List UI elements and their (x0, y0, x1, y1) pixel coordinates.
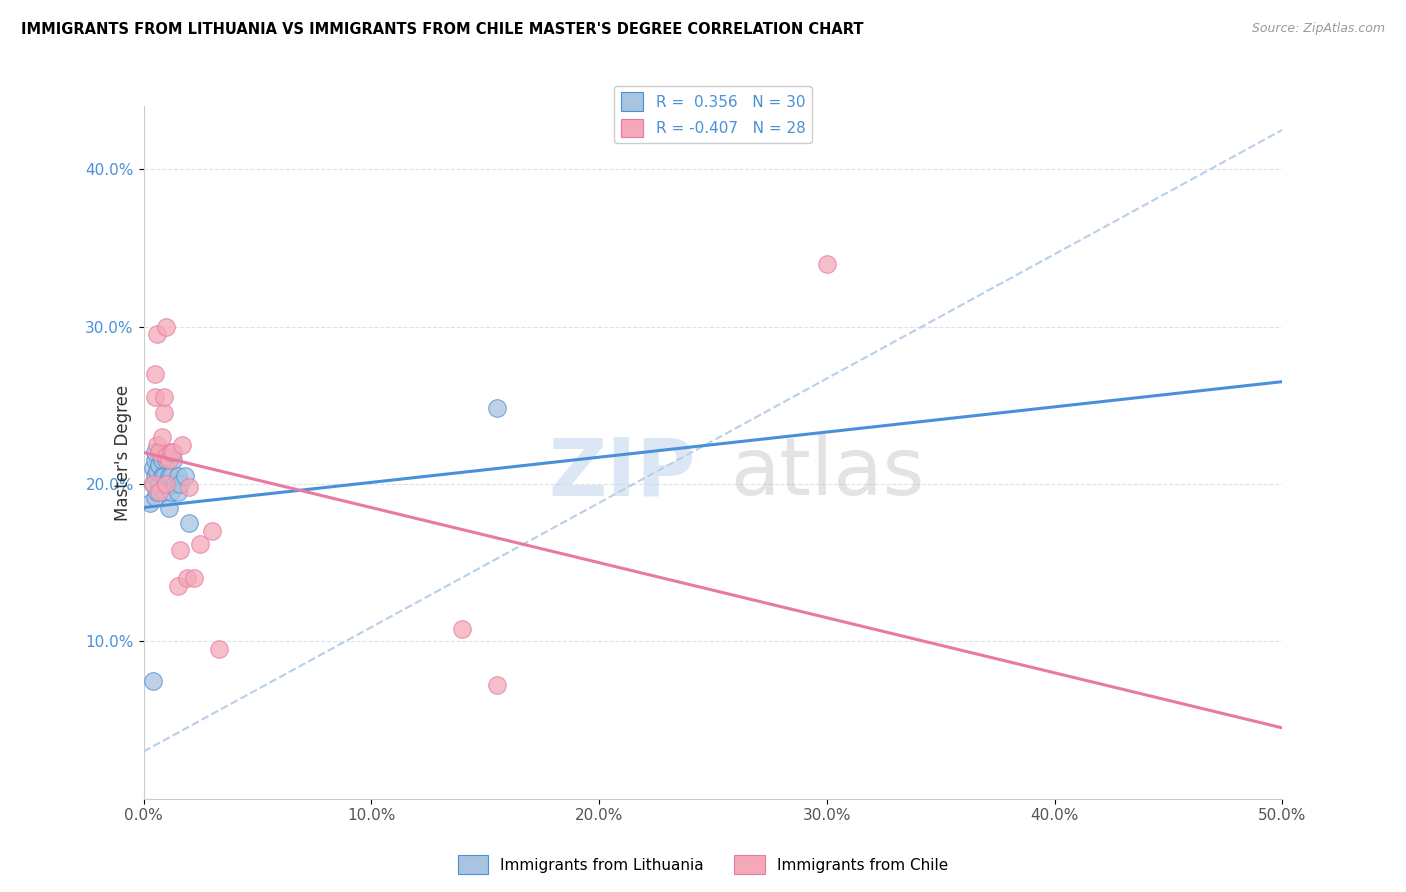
Point (162, 445, 184, 459)
Point (485, 678, 508, 692)
Text: Source: ZipAtlas.com: Source: ZipAtlas.com (1251, 22, 1385, 36)
Point (155, 449, 177, 463)
Point (173, 469, 195, 483)
Legend: R =  0.356   N = 30, R = -0.407   N = 28: R = 0.356 N = 30, R = -0.407 N = 28 (614, 87, 811, 144)
Point (148, 477, 170, 491)
Point (157, 453, 180, 467)
Point (155, 477, 177, 491)
Point (155, 453, 177, 467)
Point (153, 484, 176, 499)
Point (150, 453, 173, 467)
Point (143, 367, 166, 381)
Point (153, 391, 176, 405)
Point (183, 571, 205, 585)
Point (160, 484, 183, 499)
Point (139, 496, 162, 510)
Point (201, 524, 224, 538)
Point (153, 469, 176, 483)
Point (146, 464, 169, 478)
Point (150, 469, 173, 483)
Point (142, 673, 165, 688)
Point (157, 469, 180, 483)
Point (150, 430, 173, 444)
Point (160, 445, 183, 459)
Legend: Immigrants from Lithuania, Immigrants from Chile: Immigrants from Lithuania, Immigrants fr… (451, 849, 955, 880)
Point (162, 453, 184, 467)
Point (148, 484, 170, 499)
Point (143, 490, 166, 504)
Y-axis label: Master's Degree: Master's Degree (114, 384, 132, 521)
Point (169, 477, 191, 491)
Point (451, 622, 474, 636)
Point (166, 579, 188, 593)
Point (160, 469, 183, 483)
Point (165, 477, 187, 491)
Text: ZIP: ZIP (548, 434, 696, 512)
Point (143, 391, 166, 405)
Point (815, 257, 838, 271)
Point (166, 469, 188, 483)
Point (146, 484, 169, 499)
Point (155, 477, 177, 491)
Point (142, 477, 165, 491)
Point (172, 437, 194, 451)
Point (146, 437, 169, 451)
Point (176, 571, 198, 585)
Point (148, 458, 170, 472)
Point (155, 319, 177, 334)
Point (208, 642, 231, 657)
Point (142, 461, 165, 475)
Point (143, 453, 166, 467)
Point (142, 477, 165, 491)
Text: IMMIGRANTS FROM LITHUANIA VS IMMIGRANTS FROM CHILE MASTER'S DEGREE CORRELATION C: IMMIGRANTS FROM LITHUANIA VS IMMIGRANTS … (21, 22, 863, 37)
Point (177, 480, 200, 494)
Point (190, 537, 212, 551)
Point (153, 406, 176, 420)
Point (146, 327, 169, 342)
Point (143, 445, 166, 459)
Point (169, 543, 191, 558)
Text: atlas: atlas (730, 434, 924, 512)
Point (157, 500, 180, 515)
Point (143, 469, 166, 483)
Point (485, 401, 508, 416)
Point (177, 516, 200, 531)
Point (166, 484, 188, 499)
Point (148, 445, 170, 459)
